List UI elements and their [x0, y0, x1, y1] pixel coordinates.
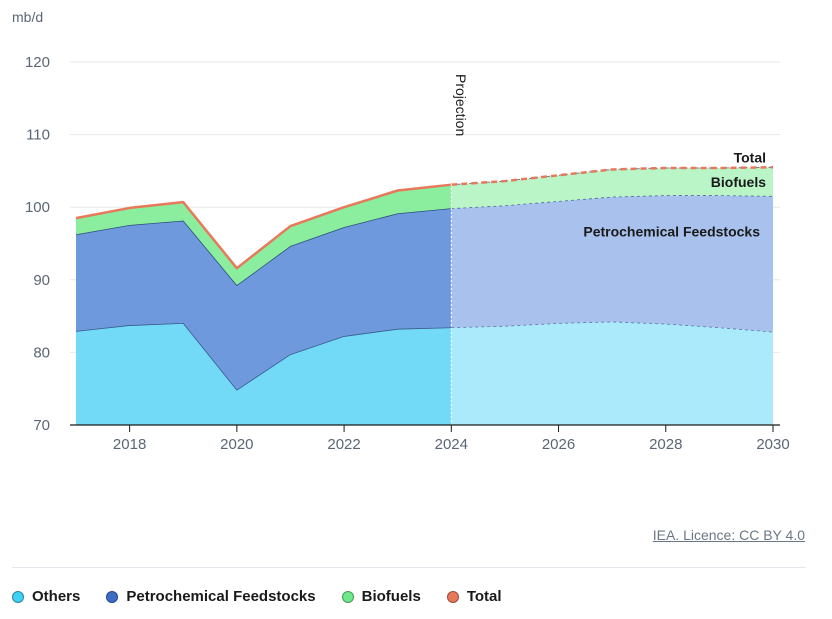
licence-link[interactable]: IEA. Licence: CC BY 4.0 [652, 527, 805, 543]
legend-label-others: Others [32, 588, 81, 605]
area-biofuels-projection [451, 167, 773, 209]
legend-swatch-total [446, 590, 459, 603]
inline-label-total: Total [734, 149, 766, 165]
line-total-historical [75, 183, 452, 270]
legend-swatch-others [12, 590, 24, 603]
inline-label-petrochemical-feedstocks: Petrochemical Feedstocks [583, 224, 760, 240]
line-total-projection [451, 166, 774, 186]
legend-swatch-petrochemical-feedstocks [106, 590, 119, 603]
x-tick-label: 2020 [220, 436, 253, 453]
x-tick-label: 2030 [756, 436, 789, 453]
x-tick-label: 2018 [113, 436, 146, 453]
y-tick-label: 100 [25, 199, 50, 216]
divider [12, 567, 806, 568]
legend: Others Petrochemical Feedstocks Biofuels… [12, 588, 502, 605]
legend-item-others[interactable]: Others [12, 588, 80, 605]
x-tick-label: 2026 [542, 436, 575, 453]
area-biofuels-historical [76, 184, 452, 286]
legend-swatch-biofuels [341, 590, 354, 603]
y-tick-label: 110 [26, 127, 50, 144]
x-tick-label: 2028 [649, 436, 682, 453]
area-petrochemical-projection [451, 195, 773, 333]
line-others-historical [75, 322, 452, 391]
y-axis-unit: mb/d [12, 9, 44, 25]
x-tick-label: 2024 [435, 436, 468, 453]
legend-label-total: Total [466, 588, 502, 605]
legend-item-biofuels[interactable]: Biofuels [341, 588, 421, 605]
legend-label-biofuels: Biofuels [361, 588, 421, 605]
y-tick-label: 70 [33, 417, 50, 434]
y-tick-label: 80 [33, 344, 50, 361]
area-others-projection [451, 321, 773, 425]
legend-item-petrochemical-feedstocks[interactable]: Petrochemical Feedstocks [106, 588, 316, 605]
area-petrochemical-historical [76, 208, 452, 391]
inline-label-biofuels: Biofuels [711, 174, 766, 190]
y-tick-label: 90 [33, 272, 50, 289]
projection-label: Projection [453, 74, 469, 136]
area-others-historical [76, 323, 452, 425]
x-tick-label: 2022 [327, 436, 360, 453]
legend-label-petrochemical-feedstocks: Petrochemical Feedstocks [126, 588, 316, 605]
line-petrochemical-historical [75, 208, 452, 287]
legend-item-total[interactable]: Total [446, 588, 502, 605]
y-tick-label: 120 [25, 54, 50, 71]
